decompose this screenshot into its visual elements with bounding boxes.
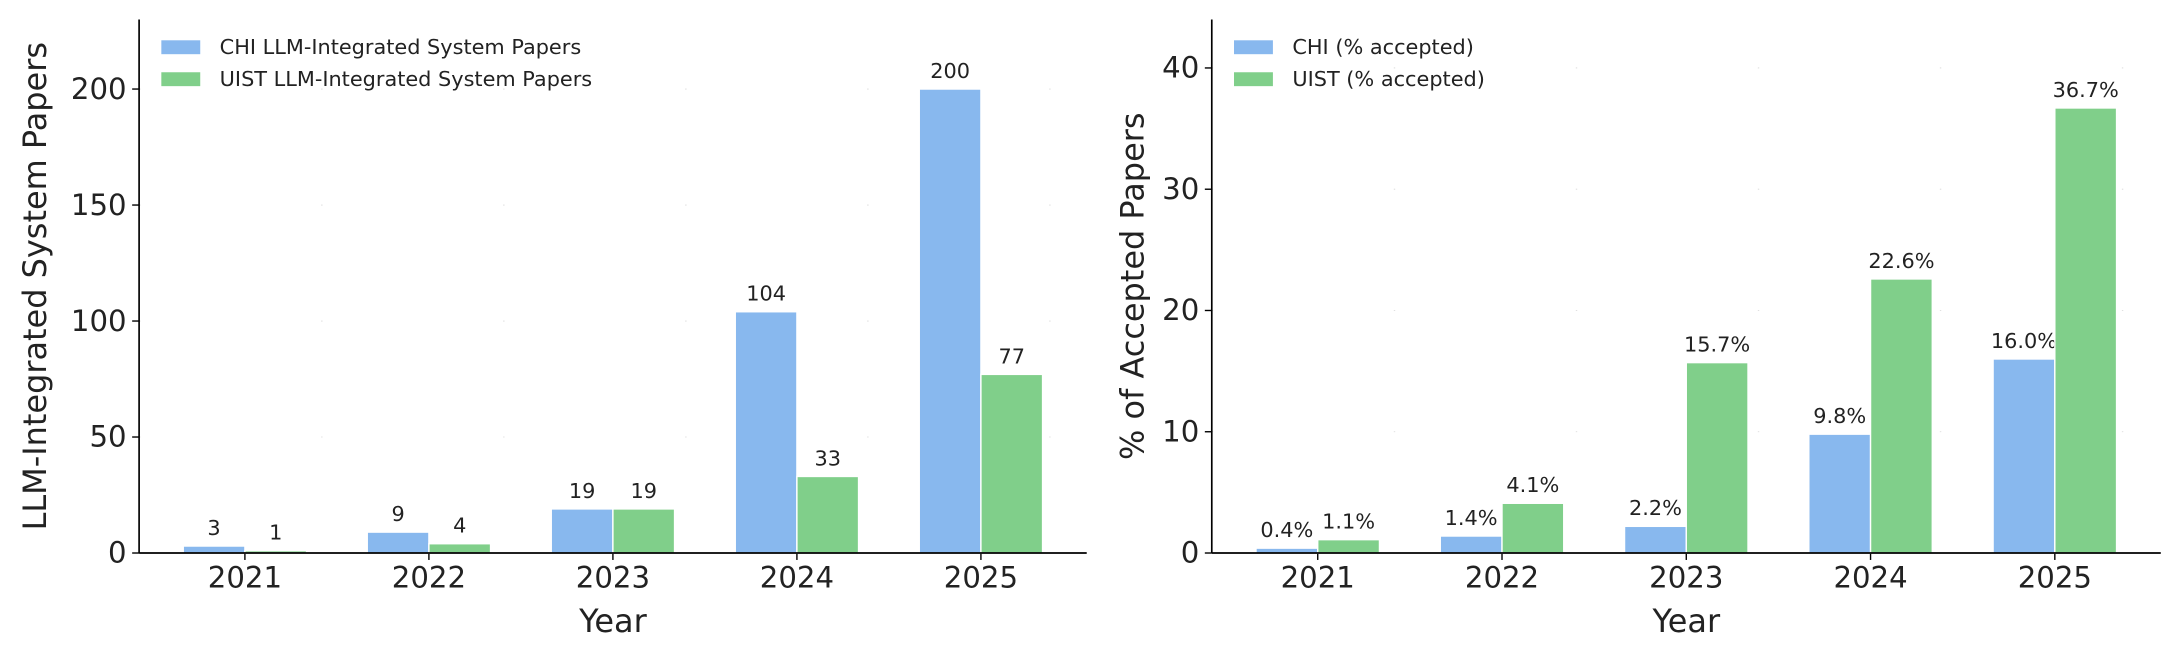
value-label: 22.6% <box>1868 249 1934 273</box>
y-tick-label: 50 <box>89 420 126 454</box>
x-tick-label: 2021 <box>1281 561 1355 595</box>
x-tick-label: 2022 <box>1465 561 1539 595</box>
value-label: 4.1% <box>1506 473 1559 497</box>
value-label: 77 <box>998 344 1025 368</box>
bar <box>182 545 246 554</box>
value-label: 104 <box>746 282 786 306</box>
bar <box>366 531 430 554</box>
legend-label: UIST (% accepted) <box>1292 67 1485 91</box>
legend-label: CHI LLM-Integrated System Papers <box>220 35 581 59</box>
y-tick-label: 0 <box>108 536 127 570</box>
bar <box>1623 525 1687 554</box>
x-tick-label: 2024 <box>760 561 834 595</box>
bar <box>1808 433 1872 554</box>
value-label: 19 <box>630 479 657 503</box>
legend-swatch <box>1234 72 1273 87</box>
legend-swatch <box>1234 40 1273 55</box>
y-tick-label: 200 <box>71 72 127 106</box>
bar <box>796 475 860 554</box>
bar <box>734 311 798 554</box>
y-tick-label: 100 <box>71 304 127 338</box>
x-tick-label: 2023 <box>1649 561 1723 595</box>
value-label: 1 <box>269 521 282 545</box>
value-label: 200 <box>930 59 970 83</box>
value-label: 4 <box>453 514 466 538</box>
y-tick-label: 30 <box>1162 172 1199 206</box>
value-label: 9.8% <box>1813 404 1866 428</box>
y-tick-label: 150 <box>71 188 127 222</box>
value-label: 1.1% <box>1322 510 1375 534</box>
value-label: 2.2% <box>1629 496 1682 520</box>
bar <box>1501 502 1565 554</box>
value-label: 0.4% <box>1260 518 1313 542</box>
x-tick-label: 2024 <box>1833 561 1907 595</box>
x-axis-label: Year <box>1651 602 1720 640</box>
x-tick-label: 2021 <box>208 561 282 595</box>
bar <box>2054 107 2118 554</box>
value-label: 19 <box>569 479 596 503</box>
x-tick-label: 2025 <box>2018 561 2092 595</box>
bar <box>918 88 982 554</box>
legend-label: CHI (% accepted) <box>1292 35 1474 59</box>
x-tick-label: 2023 <box>576 561 650 595</box>
value-label: 16.0% <box>1991 329 2057 353</box>
legend-swatch <box>161 40 201 55</box>
bar <box>612 508 676 554</box>
value-label: 9 <box>391 502 404 526</box>
y-axis-label: % of Accepted Papers <box>1114 113 1152 460</box>
value-label: 3 <box>207 516 220 540</box>
x-tick-label: 2022 <box>392 561 466 595</box>
bar <box>1439 535 1503 554</box>
bar <box>550 508 614 554</box>
y-tick-label: 40 <box>1162 51 1199 85</box>
x-tick-label: 2025 <box>944 561 1018 595</box>
y-axis-label: LLM-Integrated System Papers <box>16 42 54 530</box>
bar <box>980 373 1044 554</box>
bar <box>1992 358 2056 554</box>
value-label: 15.7% <box>1684 333 1750 357</box>
legend-label: UIST LLM-Integrated System Papers <box>220 67 592 91</box>
x-axis-label: Year <box>578 602 647 640</box>
bar <box>428 543 492 554</box>
bar <box>1317 538 1381 554</box>
y-tick-label: 20 <box>1162 293 1199 327</box>
y-tick-label: 10 <box>1162 414 1199 448</box>
value-label: 33 <box>814 446 841 470</box>
bar <box>1685 361 1749 554</box>
bar <box>1869 278 1933 554</box>
y-tick-label: 0 <box>1181 536 1200 570</box>
legend-swatch <box>161 72 201 87</box>
value-label: 1.4% <box>1445 506 1498 530</box>
value-label: 36.7% <box>2053 78 2119 102</box>
